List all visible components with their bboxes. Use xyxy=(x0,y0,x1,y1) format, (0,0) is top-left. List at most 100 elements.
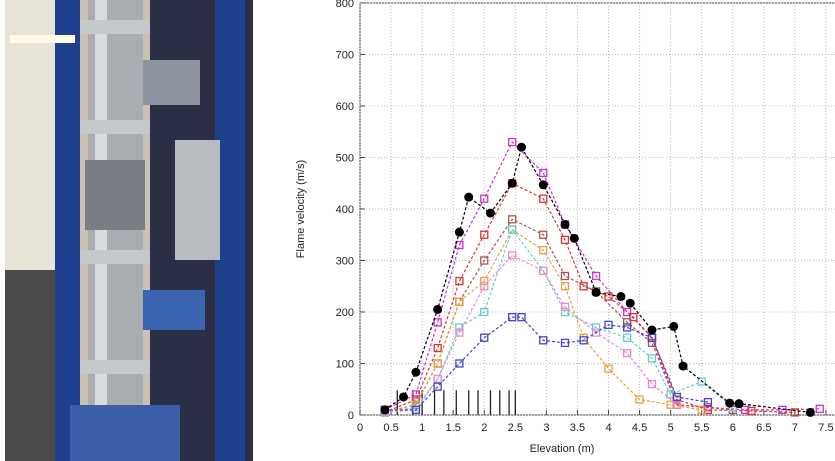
point xyxy=(480,276,489,286)
point xyxy=(411,395,421,404)
point xyxy=(616,292,626,302)
point xyxy=(508,137,517,147)
point xyxy=(480,256,489,265)
point xyxy=(560,307,570,317)
point xyxy=(480,307,489,317)
point xyxy=(455,276,464,286)
point xyxy=(380,405,390,415)
point xyxy=(629,312,638,322)
point xyxy=(433,318,442,327)
point xyxy=(734,399,744,409)
point xyxy=(560,338,570,348)
point xyxy=(622,318,632,327)
point xyxy=(455,297,464,306)
point xyxy=(454,227,464,237)
y-tick-label: 800 xyxy=(336,0,354,10)
point xyxy=(508,225,517,234)
point xyxy=(411,405,421,415)
x-tick-label: 0.5 xyxy=(383,422,398,434)
x-tick-label: 3 xyxy=(543,422,549,434)
y-tick-label: 700 xyxy=(336,50,354,62)
x-tick-label: 6 xyxy=(730,422,736,434)
point xyxy=(697,405,706,415)
point xyxy=(507,178,517,188)
point xyxy=(635,395,644,404)
point xyxy=(725,398,735,408)
point xyxy=(433,359,442,368)
point xyxy=(790,408,800,417)
point xyxy=(433,304,443,314)
point xyxy=(703,405,713,415)
x-tick-label: 3.5 xyxy=(570,422,585,434)
point xyxy=(591,287,601,297)
point xyxy=(666,400,675,409)
point xyxy=(539,336,548,345)
point xyxy=(480,194,489,203)
series-line xyxy=(384,316,708,411)
point xyxy=(666,390,675,399)
x-tick-label: 5 xyxy=(668,422,674,434)
point xyxy=(647,354,657,363)
point xyxy=(433,382,442,391)
point xyxy=(508,251,517,260)
point xyxy=(485,208,495,218)
point xyxy=(411,390,421,399)
point xyxy=(604,320,613,330)
point xyxy=(647,338,657,348)
point xyxy=(591,323,601,332)
point xyxy=(560,219,570,229)
point xyxy=(455,359,464,368)
series-line xyxy=(384,218,733,414)
point xyxy=(539,246,548,255)
x-tick-label: 7.5 xyxy=(818,422,833,434)
x-tick-label: 2 xyxy=(481,422,487,434)
y-tick-label: 200 xyxy=(336,307,354,319)
y-axis-label: Flame velocity (m/s) xyxy=(295,160,307,258)
point xyxy=(591,328,601,337)
point xyxy=(398,392,408,402)
point xyxy=(815,404,824,413)
series-line xyxy=(384,141,820,411)
point xyxy=(622,349,632,358)
point xyxy=(411,367,421,377)
point xyxy=(455,240,464,250)
point xyxy=(591,271,601,281)
point xyxy=(678,361,688,371)
point xyxy=(517,312,526,322)
point xyxy=(539,168,548,178)
x-tick-label: 1 xyxy=(419,422,425,434)
point xyxy=(805,407,815,417)
point xyxy=(539,266,548,275)
x-tick-label: 4 xyxy=(605,422,611,434)
point xyxy=(579,282,588,291)
point xyxy=(480,333,489,342)
point xyxy=(622,323,632,332)
point xyxy=(560,235,570,245)
point xyxy=(622,307,632,317)
y-tick-label: 300 xyxy=(336,256,354,268)
point xyxy=(703,397,713,407)
x-tick-label: 7 xyxy=(792,422,798,434)
y-tick-label: 400 xyxy=(336,204,354,216)
point xyxy=(480,282,489,291)
point xyxy=(539,194,548,203)
point xyxy=(569,233,579,243)
point xyxy=(455,328,464,337)
point xyxy=(669,321,679,331)
point xyxy=(433,374,442,384)
point xyxy=(604,292,613,301)
point xyxy=(647,379,657,389)
x-tick-label: 1.5 xyxy=(446,422,461,434)
point xyxy=(455,323,464,332)
point xyxy=(672,392,681,402)
point xyxy=(741,405,750,415)
point xyxy=(604,364,613,373)
point xyxy=(539,230,548,239)
x-tick-label: 6.5 xyxy=(756,422,771,434)
series-line xyxy=(384,228,734,414)
y-tick-label: 600 xyxy=(336,101,354,113)
x-tick-label: 4.5 xyxy=(632,422,647,434)
y-tick-label: 500 xyxy=(336,153,354,165)
